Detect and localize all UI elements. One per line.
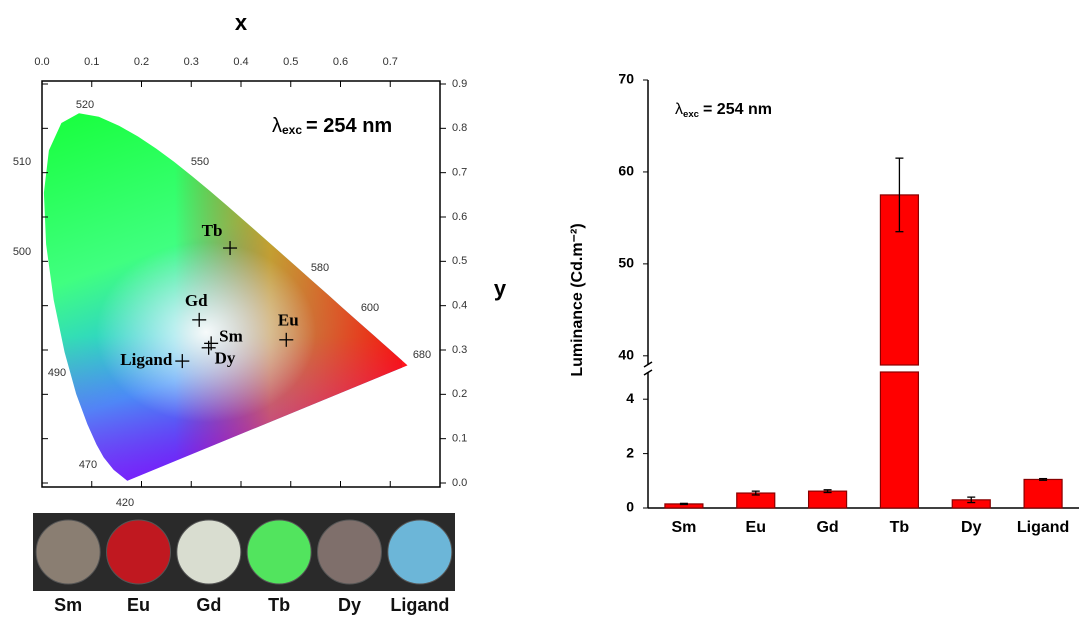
sample-photo <box>176 519 242 585</box>
x-tick-label: 0.2 <box>134 56 149 68</box>
point <box>279 332 294 347</box>
sample-photo <box>35 519 101 585</box>
point <box>201 340 216 355</box>
wavelength-label: 680 <box>413 349 431 361</box>
sample-photo <box>106 519 171 585</box>
point <box>192 312 207 327</box>
x-tick-label: Gd <box>816 519 838 536</box>
y-tick-label: 50 <box>618 255 634 271</box>
x-tick-label: 0.3 <box>184 56 199 68</box>
x-tick-label: Tb <box>890 519 910 536</box>
axis-break <box>643 361 653 368</box>
y-tick-label: 60 <box>618 163 634 179</box>
y-tick-label: 0.2 <box>452 388 467 400</box>
luminance-panel: 0 2 4 40 50 60 70 Luminance (Cd.m⁻²) λexc = 254 n… <box>569 71 1079 536</box>
error-bar <box>679 502 688 506</box>
x-tick-label: Dy <box>961 519 982 536</box>
y-tick-label: 0.1 <box>452 433 467 445</box>
wavelength-label: 500 <box>13 246 31 258</box>
annotation-subscript: exc <box>683 109 700 120</box>
y-tick-label: 4 <box>626 390 634 406</box>
y-tick-label: 0.6 <box>452 211 467 223</box>
point-label: Dy <box>215 349 236 368</box>
wavelength-label: 510 <box>13 156 31 168</box>
bar <box>807 490 848 509</box>
x-axis-label: x <box>235 10 248 35</box>
photo-label: Sm <box>54 595 82 615</box>
x-tick-label: 0.0 <box>34 56 49 68</box>
y-tick-label: 0.5 <box>452 255 467 267</box>
wavelength-label: 600 <box>361 302 379 314</box>
x-tick-label: 0.4 <box>233 56 248 68</box>
photo-label: Gd <box>196 595 221 615</box>
point-label: Tb <box>202 221 223 240</box>
locus-white <box>96 242 317 423</box>
sample-photo <box>387 519 453 585</box>
y-tick-label: 40 <box>618 347 634 363</box>
x-tick-label: 0.6 <box>333 56 348 68</box>
chromaticity-panel: 0.0 0.1 0.2 0.3 0.4 0.5 0.6 0.7 0.0 0.1 0.2 0.3 0.4 0… <box>13 10 507 615</box>
error-bar <box>751 490 760 496</box>
y-tick-label: 0.0 <box>452 477 467 489</box>
point-label: Sm <box>219 326 243 345</box>
photo-label: Ligand <box>390 595 449 615</box>
annotation: λexc = 254 nm <box>675 101 772 119</box>
sample-photo <box>246 519 312 585</box>
y-tick-label: 0.7 <box>452 167 467 179</box>
y-tick-label: 0.4 <box>452 300 467 312</box>
y-tick-label: 0.9 <box>452 78 467 90</box>
wavelength-label: 470 <box>79 459 97 471</box>
photo-label: Dy <box>338 595 361 615</box>
annotation-symbol: λ <box>675 101 683 118</box>
photo-label: Eu <box>127 595 150 615</box>
annotation: λexc = 254 nm <box>272 115 392 137</box>
wavelength-label: 550 <box>191 156 209 168</box>
point <box>175 354 190 369</box>
point-label: Eu <box>278 311 299 330</box>
axis-break <box>643 369 653 376</box>
y-tick-label: 0.3 <box>452 344 467 356</box>
photo-strip <box>33 513 455 591</box>
point-label: Ligand <box>120 350 173 369</box>
bar <box>1023 478 1063 509</box>
x-tick-label: Sm <box>671 519 696 536</box>
error-bar <box>967 496 976 504</box>
x-tick-label: 0.1 <box>84 56 99 68</box>
y-tick-label: 2 <box>626 444 634 460</box>
bar-lower <box>879 371 920 509</box>
annotation-symbol: λ <box>272 115 282 137</box>
error-bar <box>1039 477 1048 481</box>
wavelength-label: 490 <box>48 367 66 379</box>
photo-label: Tb <box>268 595 290 615</box>
y-tick-label: 0.8 <box>452 122 467 134</box>
wavelength-label: 420 <box>116 497 134 509</box>
x-tick-label: Ligand <box>1017 519 1069 536</box>
annotation-text: = 254 nm <box>306 115 392 137</box>
x-tick-label: Eu <box>746 519 766 536</box>
annotation-text: = 254 nm <box>703 101 772 118</box>
wavelength-label: 580 <box>311 262 329 274</box>
chromaticity-fill <box>43 113 408 481</box>
y-axis-label: Luminance (Cd.m⁻²) <box>569 223 586 376</box>
y-tick-label: 70 <box>618 71 634 87</box>
annotation-subscript: exc <box>282 123 302 137</box>
y-axis-label: y <box>494 276 507 301</box>
point-label: Gd <box>185 291 208 310</box>
error-bar <box>823 489 832 494</box>
x-tick-label: 0.7 <box>383 56 398 68</box>
y-tick-label: 0 <box>626 499 634 515</box>
x-tick-label: 0.5 <box>283 56 298 68</box>
point <box>223 241 238 256</box>
wavelength-label: 520 <box>76 99 94 111</box>
error-bar <box>895 157 904 233</box>
sample-photo <box>317 519 382 585</box>
